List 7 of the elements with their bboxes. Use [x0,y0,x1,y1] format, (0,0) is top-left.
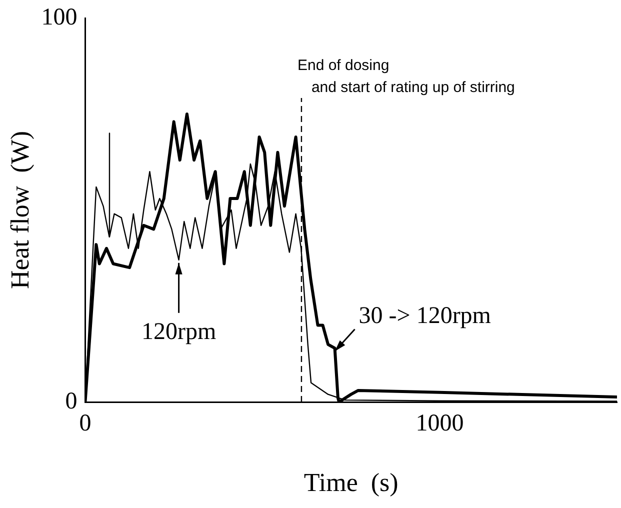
x-axis-title: Time (s) [304,468,398,498]
y-tick-label: 100 [41,4,78,30]
annotation: 30 -> 120rpm [358,303,492,330]
ref-line-label: End of dosing and start of rating up of stirring [297,57,515,96]
x-tick-label: 1000 [416,410,464,437]
y-axis-title: Heat flow (W) [5,130,34,290]
annotation: 120rpm [141,318,216,345]
